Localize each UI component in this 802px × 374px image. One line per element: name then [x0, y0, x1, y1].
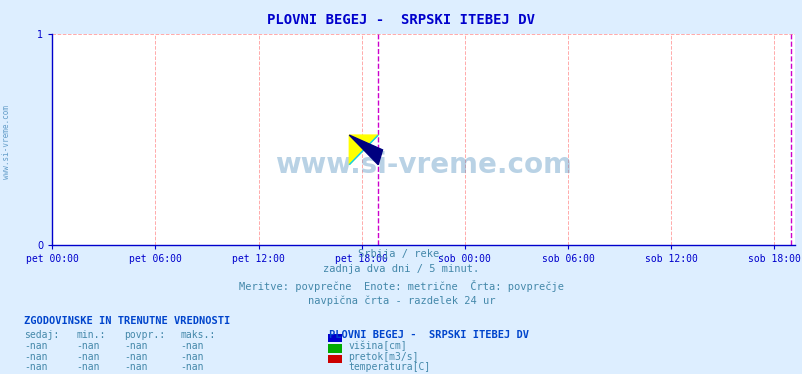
Text: temperatura[C]: temperatura[C] — [348, 362, 430, 372]
Text: pretok[m3/s]: pretok[m3/s] — [348, 352, 419, 362]
Text: -nan: -nan — [180, 352, 204, 362]
Text: min.:: min.: — [76, 330, 106, 340]
Polygon shape — [349, 135, 378, 165]
Text: zadnja dva dni / 5 minut.: zadnja dva dni / 5 minut. — [323, 264, 479, 275]
Text: višina[cm]: višina[cm] — [348, 341, 407, 352]
Text: -nan: -nan — [76, 341, 99, 351]
Text: -nan: -nan — [24, 362, 47, 372]
Text: Srbija / reke.: Srbija / reke. — [358, 249, 444, 259]
Text: maks.:: maks.: — [180, 330, 216, 340]
Text: povpr.:: povpr.: — [124, 330, 165, 340]
Text: -nan: -nan — [124, 362, 148, 372]
Text: ZGODOVINSKE IN TRENUTNE VREDNOSTI: ZGODOVINSKE IN TRENUTNE VREDNOSTI — [24, 316, 230, 326]
Text: -nan: -nan — [124, 352, 148, 362]
Text: -nan: -nan — [24, 341, 47, 351]
Text: -nan: -nan — [24, 352, 47, 362]
Polygon shape — [349, 135, 378, 165]
Text: navpična črta - razdelek 24 ur: navpična črta - razdelek 24 ur — [307, 296, 495, 306]
Text: Meritve: povprečne  Enote: metrične  Črta: povprečje: Meritve: povprečne Enote: metrične Črta:… — [239, 280, 563, 292]
Text: www.si-vreme.com: www.si-vreme.com — [275, 151, 571, 179]
Text: -nan: -nan — [180, 341, 204, 351]
Text: -nan: -nan — [124, 341, 148, 351]
Text: -nan: -nan — [180, 362, 204, 372]
Polygon shape — [349, 135, 382, 165]
Text: www.si-vreme.com: www.si-vreme.com — [2, 105, 11, 179]
Text: PLOVNI BEGEJ -  SRPSKI ITEBEJ DV: PLOVNI BEGEJ - SRPSKI ITEBEJ DV — [329, 330, 529, 340]
Text: -nan: -nan — [76, 352, 99, 362]
Text: sedaj:: sedaj: — [24, 330, 59, 340]
Text: PLOVNI BEGEJ -  SRPSKI ITEBEJ DV: PLOVNI BEGEJ - SRPSKI ITEBEJ DV — [267, 13, 535, 27]
Text: -nan: -nan — [76, 362, 99, 372]
